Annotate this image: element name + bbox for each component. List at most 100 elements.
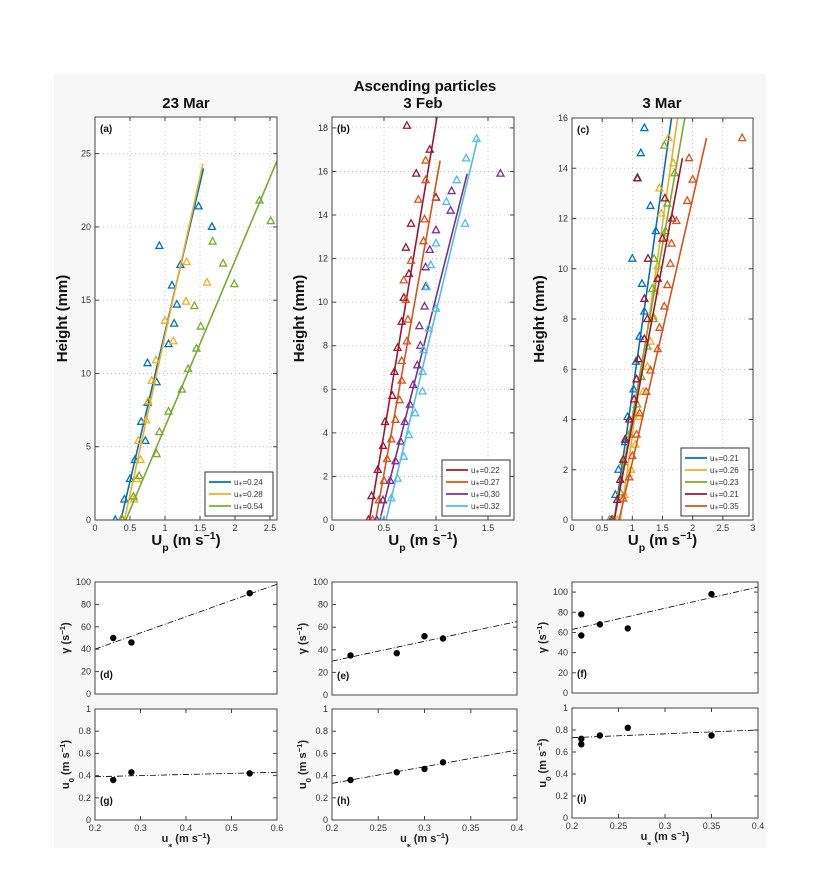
- x-axis-label-part: −1: [677, 829, 686, 838]
- x-tick-label: 0: [329, 523, 334, 533]
- y-tick-label: 18: [318, 123, 328, 133]
- x-axis-label-part: −1: [204, 530, 216, 542]
- data-point: [668, 157, 678, 167]
- y-axis-label: γ (s−1): [535, 621, 550, 653]
- data-point: [578, 611, 585, 618]
- x-axis-label-part: (m s: [169, 532, 204, 549]
- y-axis-label-part: −1: [535, 625, 544, 634]
- data-point: [631, 373, 642, 383]
- data-point: [183, 363, 193, 373]
- data-point: [128, 639, 135, 646]
- data-point: [425, 144, 435, 153]
- data-point: [396, 436, 406, 445]
- data-point: [626, 464, 636, 473]
- panel-f: 0 20 40 60 80 100 (f) γ (s−1): [535, 581, 759, 698]
- y-axis-label-part: u: [537, 781, 549, 788]
- x-tick-label: 2: [690, 523, 695, 533]
- x-tick-label: 0.35: [703, 821, 721, 831]
- data-point: [403, 314, 413, 323]
- data-point: [378, 495, 388, 504]
- data-point: [578, 735, 585, 742]
- y-axis-label-part: ): [60, 622, 72, 626]
- data-point: [636, 147, 646, 157]
- data-point: [112, 514, 119, 520]
- data-point: [147, 375, 157, 384]
- data-point: [471, 133, 482, 142]
- data-point: [447, 185, 457, 195]
- x-tick-label: 1.5: [482, 523, 495, 533]
- data-point: [425, 244, 435, 254]
- data-point: [666, 238, 677, 247]
- y-tick-label: 0.2: [315, 793, 328, 803]
- data-point: [610, 514, 616, 520]
- data-point: [181, 296, 191, 305]
- data-point: [417, 366, 428, 376]
- data-point: [632, 172, 642, 182]
- x-axis-label-part: ): [216, 532, 221, 549]
- data-point: [665, 258, 675, 267]
- x-tick-label: 1: [162, 523, 167, 533]
- data-point: [737, 132, 747, 142]
- data-point: [400, 416, 410, 426]
- data-point: [397, 316, 407, 325]
- series-group: [95, 583, 277, 650]
- data-point: [140, 435, 150, 445]
- axes-frame: [331, 116, 515, 521]
- y-tick-label: 0.8: [555, 725, 568, 735]
- data-point: [445, 205, 456, 214]
- data-point: [688, 174, 698, 183]
- series-group: [95, 769, 277, 784]
- data-point: [643, 253, 653, 262]
- data-point: [229, 278, 239, 288]
- data-point: [411, 168, 421, 177]
- fit-line: [572, 729, 758, 739]
- series-group: [572, 586, 758, 639]
- axes-frame: [571, 581, 759, 694]
- data-point: [373, 464, 383, 474]
- y-tick-label: 1: [86, 704, 91, 714]
- data-point: [385, 475, 395, 484]
- legend-label: u⁎=0.22: [471, 466, 500, 475]
- data-point: [684, 152, 694, 162]
- y-tick-label: 60: [81, 622, 91, 632]
- plot-area: [332, 117, 514, 520]
- data-point: [366, 490, 377, 500]
- y-tick-label: 10: [558, 264, 568, 274]
- data-point: [642, 361, 653, 370]
- y-tick-label: 100: [553, 587, 568, 597]
- data-point: [378, 440, 388, 450]
- data-point: [639, 122, 649, 132]
- y-tick-label: 16: [558, 113, 568, 123]
- panel-label: (e): [337, 671, 349, 682]
- y-tick-label: 4: [563, 415, 568, 425]
- x-axis-label-part: −1: [436, 831, 445, 840]
- y-axis-label: Height (mm): [291, 275, 308, 363]
- data-point: [682, 195, 692, 205]
- y-tick-label: 0.8: [78, 726, 91, 736]
- x-axis-label-part: (m s: [651, 831, 677, 843]
- panel-label: (b): [337, 124, 350, 135]
- x-axis-label-part: ⁎: [168, 840, 172, 849]
- data-point: [620, 436, 630, 446]
- data-point: [168, 335, 178, 345]
- x-tick-label: 1.5: [194, 523, 207, 533]
- figure-title: Ascending particles: [354, 78, 497, 95]
- y-tick-label: 6: [323, 384, 328, 394]
- y-tick-label: 16: [318, 166, 328, 176]
- data-point: [254, 195, 265, 204]
- y-tick-label: 8: [323, 341, 328, 351]
- data-point: [246, 590, 253, 597]
- plot-area: [95, 709, 277, 820]
- y-tick-label: 4: [323, 428, 328, 438]
- y-axis-label: u0 (m s−1): [295, 740, 313, 789]
- data-point: [397, 375, 407, 384]
- data-point: [419, 301, 430, 310]
- data-point: [708, 732, 715, 739]
- data-point: [431, 237, 441, 247]
- data-point: [639, 306, 649, 315]
- y-tick-label: 40: [81, 644, 91, 654]
- data-point: [656, 208, 666, 217]
- legend-label: u⁎=0.26: [710, 466, 739, 475]
- y-tick-label: 0: [323, 815, 328, 825]
